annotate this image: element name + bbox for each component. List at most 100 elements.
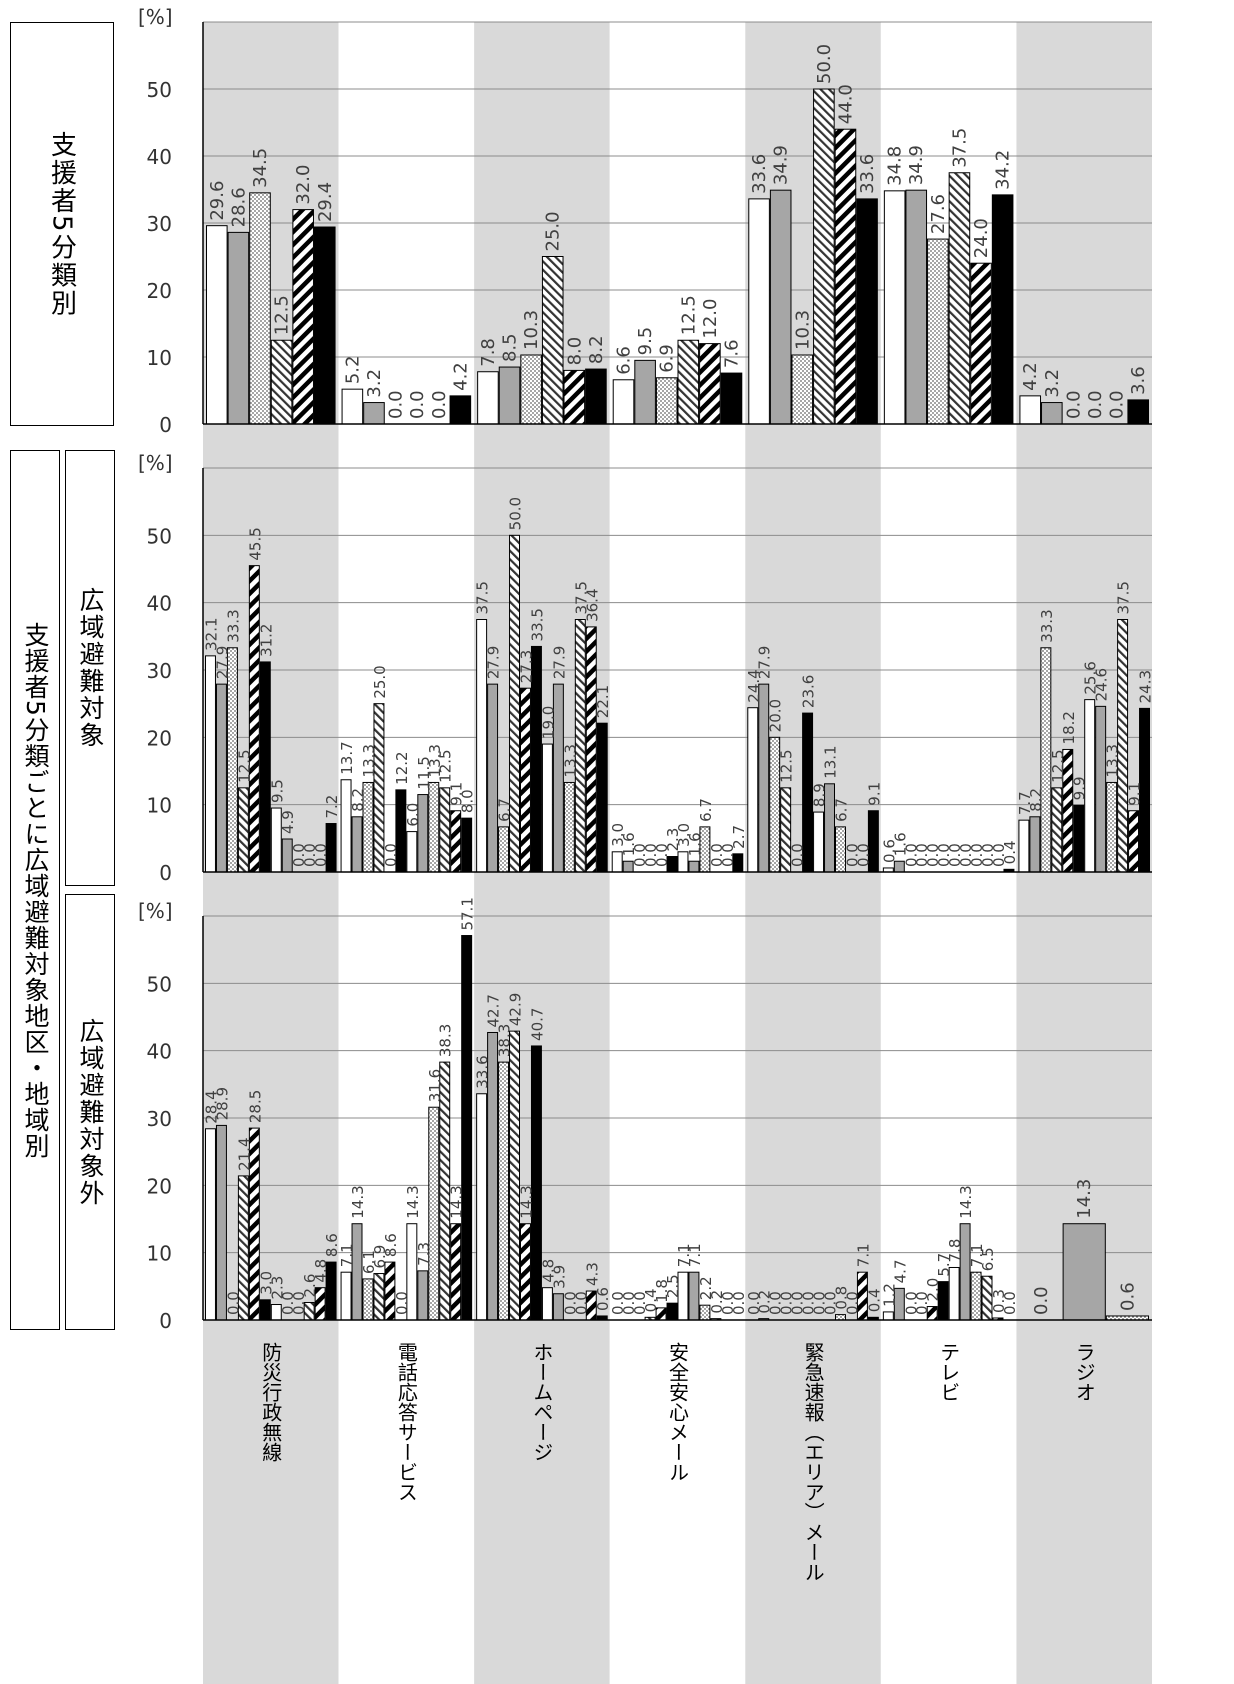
data-label-0-5-4: 24.0	[971, 218, 992, 258]
data-label-0-3-0: 6.6	[614, 346, 635, 375]
data-label-2-2-9: 0.0	[572, 1291, 590, 1315]
data-label-1-3-5: 2.3	[664, 828, 682, 852]
data-label-1-3-7: 1.6	[686, 832, 704, 856]
data-label-1-1-9: 12.5	[437, 749, 455, 782]
data-label-1-0-8: 0.0	[290, 843, 308, 867]
bar-1-2-10	[585, 626, 597, 873]
bar-2-1-0	[340, 1271, 352, 1321]
y-tick-label-0-0: 0	[159, 413, 172, 437]
data-label-1-5-9: 0.0	[979, 843, 997, 867]
data-label-1-4-10: 0.0	[854, 843, 872, 867]
data-label-1-4-9: 0.0	[843, 843, 861, 867]
data-label-1-3-1: 1.6	[620, 832, 638, 856]
data-label-2-0-11: 8.6	[323, 1233, 341, 1257]
y-tick-label-2-10: 10	[147, 1242, 172, 1266]
bar-1-6-10	[1128, 810, 1140, 873]
data-label-2-2-2: 38.3	[496, 1024, 514, 1057]
data-label-2-1-5: 0.0	[393, 1291, 411, 1315]
data-label-1-6-3: 12.5	[1049, 749, 1067, 782]
data-label-1-1-4: 0.0	[382, 843, 400, 867]
data-label-1-2-9: 37.5	[572, 581, 590, 614]
data-label-1-3-11: 2.7	[730, 825, 748, 849]
data-label-2-5-4: 2.0	[924, 1278, 942, 1302]
data-label-1-3-2: 0.0	[631, 843, 649, 867]
data-label-1-4-1: 27.9	[756, 646, 774, 679]
data-label-2-0-0: 28.4	[202, 1090, 220, 1123]
data-label-2-2-1: 42.7	[485, 994, 503, 1027]
data-label-0-0-2: 34.5	[250, 148, 271, 188]
category-label-6: ラジオ	[1072, 1342, 1096, 1402]
bar-1-2-4	[520, 687, 531, 873]
data-label-0-4-0: 33.6	[749, 154, 770, 194]
bar-0-3-3	[677, 339, 700, 425]
bar-0-4-5	[856, 198, 878, 425]
unit-label-2: [%]	[138, 899, 173, 923]
bar-2-2-3	[509, 1030, 520, 1321]
bar-1-4-0	[747, 707, 759, 873]
data-label-1-0-11: 7.2	[323, 795, 341, 819]
bar-1-6-3	[1051, 787, 1063, 873]
data-label-2-1-9: 38.3	[437, 1024, 455, 1057]
y-tick-label-1-0: 0	[159, 861, 172, 885]
data-label-2-4-1: 0.2	[756, 1290, 774, 1314]
data-label-1-4-7: 13.1	[822, 745, 840, 778]
bar-2-5-7	[959, 1223, 971, 1321]
data-label-0-0-5: 29.4	[315, 182, 336, 222]
data-label-2-0-5: 3.0	[257, 1271, 275, 1295]
bar-0-3-5	[720, 372, 743, 425]
y-tick-label-0-30: 30	[147, 212, 172, 236]
data-label-2-3-3: 0.4	[642, 1288, 660, 1312]
bar-1-2-6	[541, 743, 553, 873]
data-label-2-5-10: 0.3	[990, 1289, 1008, 1313]
bar-0-1-1	[363, 402, 385, 425]
y-tick-label-1-10: 10	[147, 794, 172, 818]
data-label-0-2-5: 8.2	[586, 335, 607, 364]
data-label-2-2-4: 14.3	[517, 1185, 535, 1218]
bar-0-3-2	[655, 377, 678, 425]
data-label-0-3-3: 12.5	[678, 295, 699, 335]
data-label-1-2-4: 27.3	[517, 650, 535, 683]
category-label-0: 防災行政無線	[259, 1342, 283, 1462]
data-label-1-2-11: 22.1	[594, 685, 612, 718]
bar-1-1-10	[450, 810, 462, 873]
data-label-0-0-4: 32.0	[293, 165, 314, 205]
data-label-2-4-0: 0.0	[745, 1291, 763, 1315]
data-label-1-0-2: 33.3	[224, 609, 242, 642]
bar-0-6-0	[1019, 395, 1042, 425]
bar-0-1-5	[449, 395, 472, 425]
data-label-0-3-5: 7.6	[721, 339, 742, 368]
data-label-2-5-5: 5.7	[935, 1253, 953, 1277]
bar-0-1-0	[341, 388, 364, 425]
data-label-0-1-5: 4.2	[450, 362, 471, 391]
data-label-2-3-11: 0.0	[730, 1291, 748, 1315]
bar-0-3-1	[634, 359, 656, 425]
row-label-middle-text: 広域避難対象	[76, 587, 105, 749]
bar-2-0-0	[205, 1128, 216, 1321]
row-label-top: 支援者5分類別	[10, 22, 114, 426]
data-label-1-2-10: 36.4	[583, 589, 601, 622]
data-label-1-6-8: 13.3	[1104, 744, 1122, 777]
data-label-1-4-5: 23.6	[800, 675, 818, 708]
y-tick-label-1-50: 50	[147, 524, 172, 548]
data-label-2-3-9: 0.2	[708, 1290, 726, 1314]
y-tick-label-0-10: 10	[147, 346, 172, 370]
bar-0-5-4	[970, 262, 992, 425]
bar-2-5-0	[882, 1311, 894, 1321]
data-label-1-6-9: 37.5	[1115, 581, 1133, 614]
data-label-2-6-0: 0.0	[1031, 1286, 1052, 1315]
data-label-0-2-1: 8.5	[500, 333, 521, 362]
data-label-2-3-10: 0.0	[719, 1291, 737, 1315]
bar-2-2-2	[498, 1061, 510, 1321]
data-label-0-6-1: 3.2	[1042, 369, 1063, 398]
data-label-1-2-7: 27.9	[550, 646, 568, 679]
data-label-0-6-0: 4.2	[1020, 362, 1041, 391]
y-tick-label-0-50: 50	[147, 78, 172, 102]
data-label-1-5-6: 0.0	[946, 843, 964, 867]
data-label-2-5-7: 14.3	[957, 1185, 975, 1218]
row-label-bottom-text: 広域避難対象外	[76, 1017, 105, 1207]
bar-2-0-1	[215, 1124, 227, 1321]
bar-0-0-1	[227, 231, 250, 425]
data-label-1-0-10: 0.0	[312, 843, 330, 867]
bar-2-1-8	[428, 1106, 440, 1321]
